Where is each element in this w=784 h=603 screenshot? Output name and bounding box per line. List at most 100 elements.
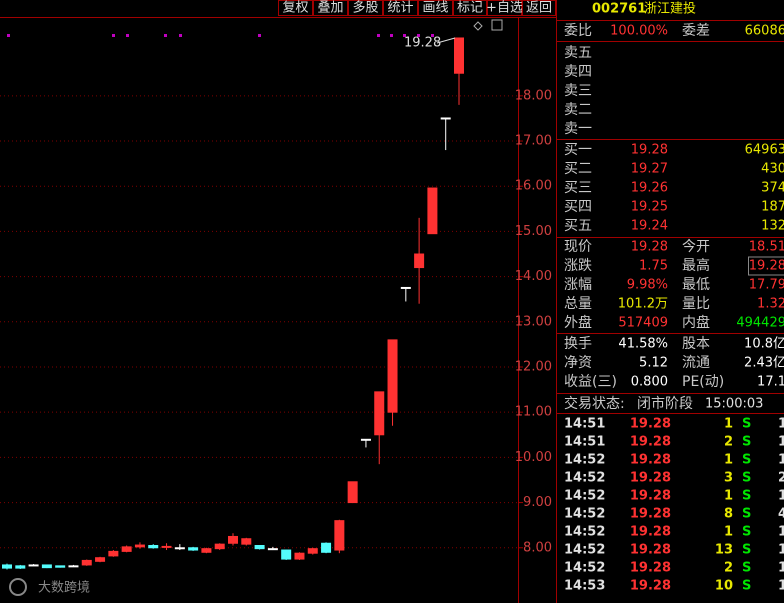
trade-volume: 1: [724, 453, 733, 468]
toolbar-label[interactable]: +自选: [486, 1, 523, 16]
bid-volume: 374: [761, 181, 784, 196]
toolbar-label[interactable]: 画线: [422, 1, 448, 16]
candle-body: [214, 543, 225, 550]
field-value: 5.12: [639, 356, 668, 371]
trade-time: 14:51: [564, 435, 605, 450]
bid-price: 19.24: [631, 219, 668, 234]
field-label: 涨跌: [564, 258, 592, 274]
candle-body: [81, 559, 92, 566]
toolbar-button[interactable]: [418, 0, 453, 16]
trade-time: 14:52: [564, 453, 605, 468]
status-time: 15:00:03: [705, 397, 763, 412]
field-value: 1.75: [639, 259, 668, 274]
candle-body: [15, 565, 26, 569]
trade-side: S: [742, 417, 751, 432]
trade-count: 1: [778, 561, 784, 576]
trade-count: 4: [778, 507, 784, 522]
candle-body: [41, 564, 52, 569]
trade-price: 19.28: [630, 453, 671, 468]
bid-price: 19.26: [631, 181, 668, 196]
ask-label: 卖一: [564, 121, 592, 137]
toolbar-button[interactable]: [313, 0, 348, 16]
candle-body: [134, 544, 145, 548]
field-label: 现价: [564, 239, 592, 255]
field-label: 最高: [682, 257, 710, 274]
trade-count: 2: [778, 471, 784, 486]
trade-count: 1: [778, 489, 784, 504]
candle-body: [294, 552, 305, 560]
bid-volume: 132: [761, 219, 784, 234]
toolbar-label[interactable]: 叠加: [317, 1, 343, 16]
field-value: 1.32: [757, 297, 784, 312]
trade-price: 19.28: [630, 417, 671, 432]
field-value: 101.2万: [618, 297, 668, 312]
field-value: 17.1: [757, 375, 784, 390]
candle-body: [254, 545, 265, 550]
field-value: 494429: [736, 316, 784, 331]
annotation: 19.28: [404, 35, 441, 50]
field-value: 41.58%: [618, 337, 668, 352]
icon-window[interactable]: [491, 19, 503, 31]
y-tick-label: 12.00: [515, 359, 552, 374]
toolbar-button[interactable]: [383, 0, 418, 16]
trade-volume: 13: [715, 543, 733, 558]
trade-count: 1: [778, 579, 784, 594]
field-label: 股本: [682, 336, 710, 352]
field-value: 517409: [618, 316, 668, 331]
candle-body: [321, 542, 332, 553]
trade-price: 19.28: [630, 489, 671, 504]
y-tick-label: 10.00: [515, 450, 552, 465]
field-label: 今开: [682, 239, 710, 255]
candle-body: [374, 391, 385, 436]
candle-body: [228, 535, 238, 544]
field-value: 0.800: [631, 375, 668, 390]
trade-time: 14:52: [564, 507, 605, 522]
trade-side: S: [742, 561, 751, 576]
toolbar-label[interactable]: 统计: [387, 1, 413, 16]
field-value: 100.00%: [610, 24, 668, 39]
trade-price: 19.28: [630, 525, 671, 540]
candle-body: [360, 438, 371, 441]
trade-price: 19.28: [630, 435, 671, 450]
candle-body: [387, 339, 398, 413]
icon-diamond[interactable]: [473, 21, 483, 31]
trade-volume: 8: [724, 507, 733, 522]
field-label: 涨幅: [564, 277, 592, 293]
toolbar-button[interactable]: [453, 0, 487, 16]
field-label: 收益(三): [564, 374, 617, 390]
toolbar-button[interactable]: [348, 0, 383, 16]
toolbar-label[interactable]: 标记: [457, 1, 483, 16]
trade-count: 1: [778, 543, 784, 558]
toolbar-label[interactable]: 多股: [352, 0, 378, 16]
toolbar-label[interactable]: 复权: [282, 0, 308, 16]
field-value: 2.43亿: [744, 356, 784, 371]
field-label: 量比: [682, 296, 710, 312]
trade-count: 1: [778, 435, 784, 450]
bid-volume: 430: [761, 162, 784, 177]
bid-volume: 187: [761, 200, 784, 215]
candle-body: [95, 557, 106, 562]
bid-label: 买三: [564, 180, 592, 196]
field-value: 17.79: [749, 278, 784, 293]
toolbar-label[interactable]: 返回: [526, 1, 552, 16]
trade-price: 19.28: [630, 543, 671, 558]
toolbar-button[interactable]: [487, 0, 522, 16]
field-value: 10.8亿: [744, 337, 784, 352]
field-value: 18.51: [749, 240, 784, 255]
y-tick-label: 11.00: [515, 405, 552, 420]
toolbar-button[interactable]: [278, 0, 313, 16]
field-label: 委差: [682, 23, 710, 39]
y-tick-label: 8.00: [523, 540, 552, 555]
ask-label: 卖五: [564, 45, 592, 61]
trade-count: 1: [778, 417, 784, 432]
trade-time: 14:52: [564, 525, 605, 540]
trade-time: 14:53: [564, 579, 605, 594]
trade-volume: 3: [724, 471, 733, 486]
trade-volume: 2: [724, 435, 733, 450]
candle-body: [307, 548, 318, 554]
field-value: 19.28: [631, 240, 668, 255]
trade-side: S: [742, 543, 751, 558]
toolbar-button[interactable]: [522, 0, 556, 16]
candle-body: [148, 545, 159, 549]
